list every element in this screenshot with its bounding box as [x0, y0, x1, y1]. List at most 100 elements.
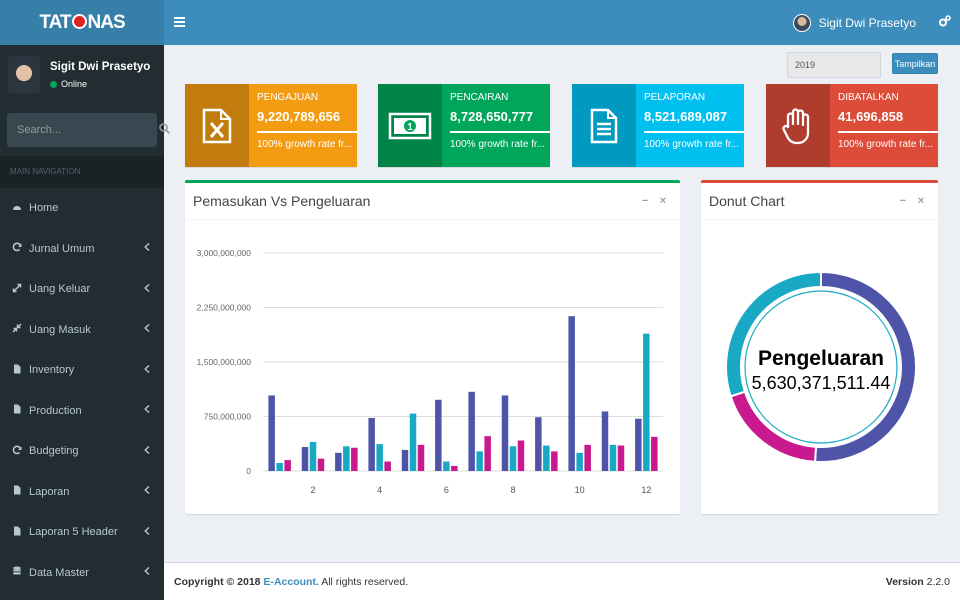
box-title: Donut Chart [709, 193, 785, 209]
progress-bar [644, 131, 744, 133]
brand-logo[interactable]: TAT NAS [0, 0, 164, 45]
x-tick-label: 4 [377, 485, 382, 495]
bar-series1-5[interactable] [401, 449, 409, 471]
bar-series1-3[interactable] [335, 452, 342, 471]
info-box-content: DIBATALKAN 41,696,858 100% growth rate fr.… [830, 84, 938, 167]
bar-series1-10[interactable] [568, 316, 575, 471]
search-input[interactable] [7, 124, 159, 136]
sidebar-item-label: Inventory [29, 364, 75, 377]
sidebar-item-inventory[interactable]: Inventory [0, 350, 164, 391]
bar-series1-11[interactable] [601, 411, 609, 471]
sidebar-item-uang-keluar[interactable]: Uang Keluar [0, 269, 164, 310]
eaccount-link[interactable]: E-Account. [263, 575, 319, 588]
close-button[interactable]: × [917, 195, 925, 207]
logo-text-a: TAT [39, 11, 71, 33]
bar-series3-4[interactable] [384, 461, 391, 471]
chevron-left-icon [144, 526, 164, 538]
bar-series2-4[interactable] [376, 444, 383, 471]
minimize-button[interactable]: − [641, 195, 649, 207]
progress-bar [450, 131, 550, 133]
bar-series2-12[interactable] [643, 333, 650, 471]
control-sidebar-button[interactable] [930, 15, 960, 30]
y-tick-label: 3,000,000,000 [197, 248, 252, 258]
close-button[interactable]: × [659, 195, 667, 207]
donut-slice[interactable] [725, 270, 822, 398]
y-tick-label: 750,000,000 [204, 412, 252, 422]
bar-series2-7[interactable] [476, 451, 483, 471]
bar-series2-1[interactable] [276, 463, 283, 471]
bar-series1-4[interactable] [368, 417, 375, 471]
box-header: Donut Chart − × [701, 183, 938, 220]
bar-series3-7[interactable] [484, 436, 491, 471]
user-menu[interactable]: Sigit Dwi Prasetyo [792, 13, 930, 32]
bar-series2-10[interactable] [576, 452, 583, 471]
sidebar: Sigit Dwi Prasetyo Online MAIN NAVIGATIO… [0, 45, 170, 600]
sidebar-item-laporan[interactable]: Laporan [0, 472, 164, 513]
info-box-content: PELAPORAN 8,521,689,087 100% growth rate f… [636, 84, 744, 167]
sidebar-item-jurnal-umum[interactable]: Jurnal Umum [0, 229, 164, 270]
bar-series1-12[interactable] [635, 418, 642, 471]
sidebar-item-data-master[interactable]: Data Master [0, 553, 164, 594]
bar-series2-8[interactable] [509, 446, 517, 471]
bar-series1-2[interactable] [301, 447, 309, 471]
info-box-number: 8,728,650,777 [450, 109, 534, 124]
file-icon [12, 364, 29, 377]
x-tick-label: 2 [310, 485, 315, 495]
expand-icon [12, 283, 29, 296]
bar-series1-1[interactable] [268, 395, 275, 471]
bar-series3-11[interactable] [617, 445, 625, 471]
bar-series2-6[interactable] [443, 461, 450, 471]
sidebar-user-name: Sigit Dwi Prasetyo [50, 61, 151, 73]
bar-series3-8[interactable] [517, 440, 525, 471]
year-input[interactable] [787, 52, 881, 78]
donut-center-label: Pengeluaran [758, 347, 884, 370]
footer: Copyright © 2018 E-Account. All rights r… [164, 562, 960, 600]
info-box-label: DIBATALKAN [838, 92, 899, 103]
bar-series1-6[interactable] [435, 399, 442, 471]
bar-series2-2[interactable] [309, 441, 317, 471]
progress-fill [450, 131, 550, 133]
sidebar-item-budgeting[interactable]: Budgeting [0, 431, 164, 472]
sidebar-item-production[interactable]: Production [0, 391, 164, 432]
bar-series3-10[interactable] [584, 444, 591, 471]
info-box-content: PENGAJUAN 9,220,789,656 100% growth rate f… [249, 84, 357, 167]
bar-series1-9[interactable] [535, 417, 542, 471]
dashboard-icon [12, 202, 29, 215]
file-icon [12, 485, 29, 498]
search-button[interactable] [159, 123, 170, 137]
bar-series1-7[interactable] [468, 391, 475, 471]
chevron-left-icon [144, 567, 164, 578]
sidebar-search [7, 113, 170, 147]
bar-series1-8[interactable] [501, 395, 509, 471]
status-text: Online [61, 79, 88, 89]
bars-icon [173, 17, 185, 27]
bar-series2-5[interactable] [409, 413, 417, 471]
bar-series3-3[interactable] [351, 447, 358, 471]
bar-series3-2[interactable] [317, 458, 325, 471]
tampilkan-button[interactable]: Tampilkan [892, 53, 938, 74]
bar-series3-12[interactable] [651, 436, 658, 471]
sidebar-item-uang-masuk[interactable]: Uang Masuk [0, 310, 164, 351]
info-box-number: 41,696,858 [838, 109, 904, 124]
sidebar-item-home[interactable]: Home [0, 188, 164, 229]
sidebar-item-label: Uang Masuk [29, 323, 91, 336]
avatar [792, 13, 811, 32]
y-tick-label: 1,500,000,000 [197, 357, 252, 367]
bar-series2-3[interactable] [343, 446, 350, 471]
bar-series3-1[interactable] [284, 460, 291, 471]
bar-series3-9[interactable] [551, 451, 558, 471]
donut-chart-box: Donut Chart − × Pengeluaran 5,630,371,511… [701, 180, 938, 514]
x-tick-label: 12 [641, 485, 651, 495]
bar-series3-5[interactable] [417, 444, 425, 471]
bar-series2-9[interactable] [543, 445, 550, 471]
sidebar-item-laporan-5-header[interactable]: Laporan 5 Header [0, 512, 164, 553]
logo-o-mark [71, 13, 87, 29]
sidebar-toggle-button[interactable] [164, 14, 194, 31]
box-header: Pemasukan Vs Pengeluaran − × [185, 183, 680, 220]
bar-chart: 0 750,000,000 1,500,000,000 2,250,000,000 3,… [197, 248, 663, 495]
sidebar-item-label: Home [29, 202, 59, 215]
gears-icon [939, 15, 951, 27]
minimize-button[interactable]: − [899, 195, 907, 207]
bar-series2-11[interactable] [609, 444, 617, 471]
bar-series3-6[interactable] [451, 465, 458, 471]
